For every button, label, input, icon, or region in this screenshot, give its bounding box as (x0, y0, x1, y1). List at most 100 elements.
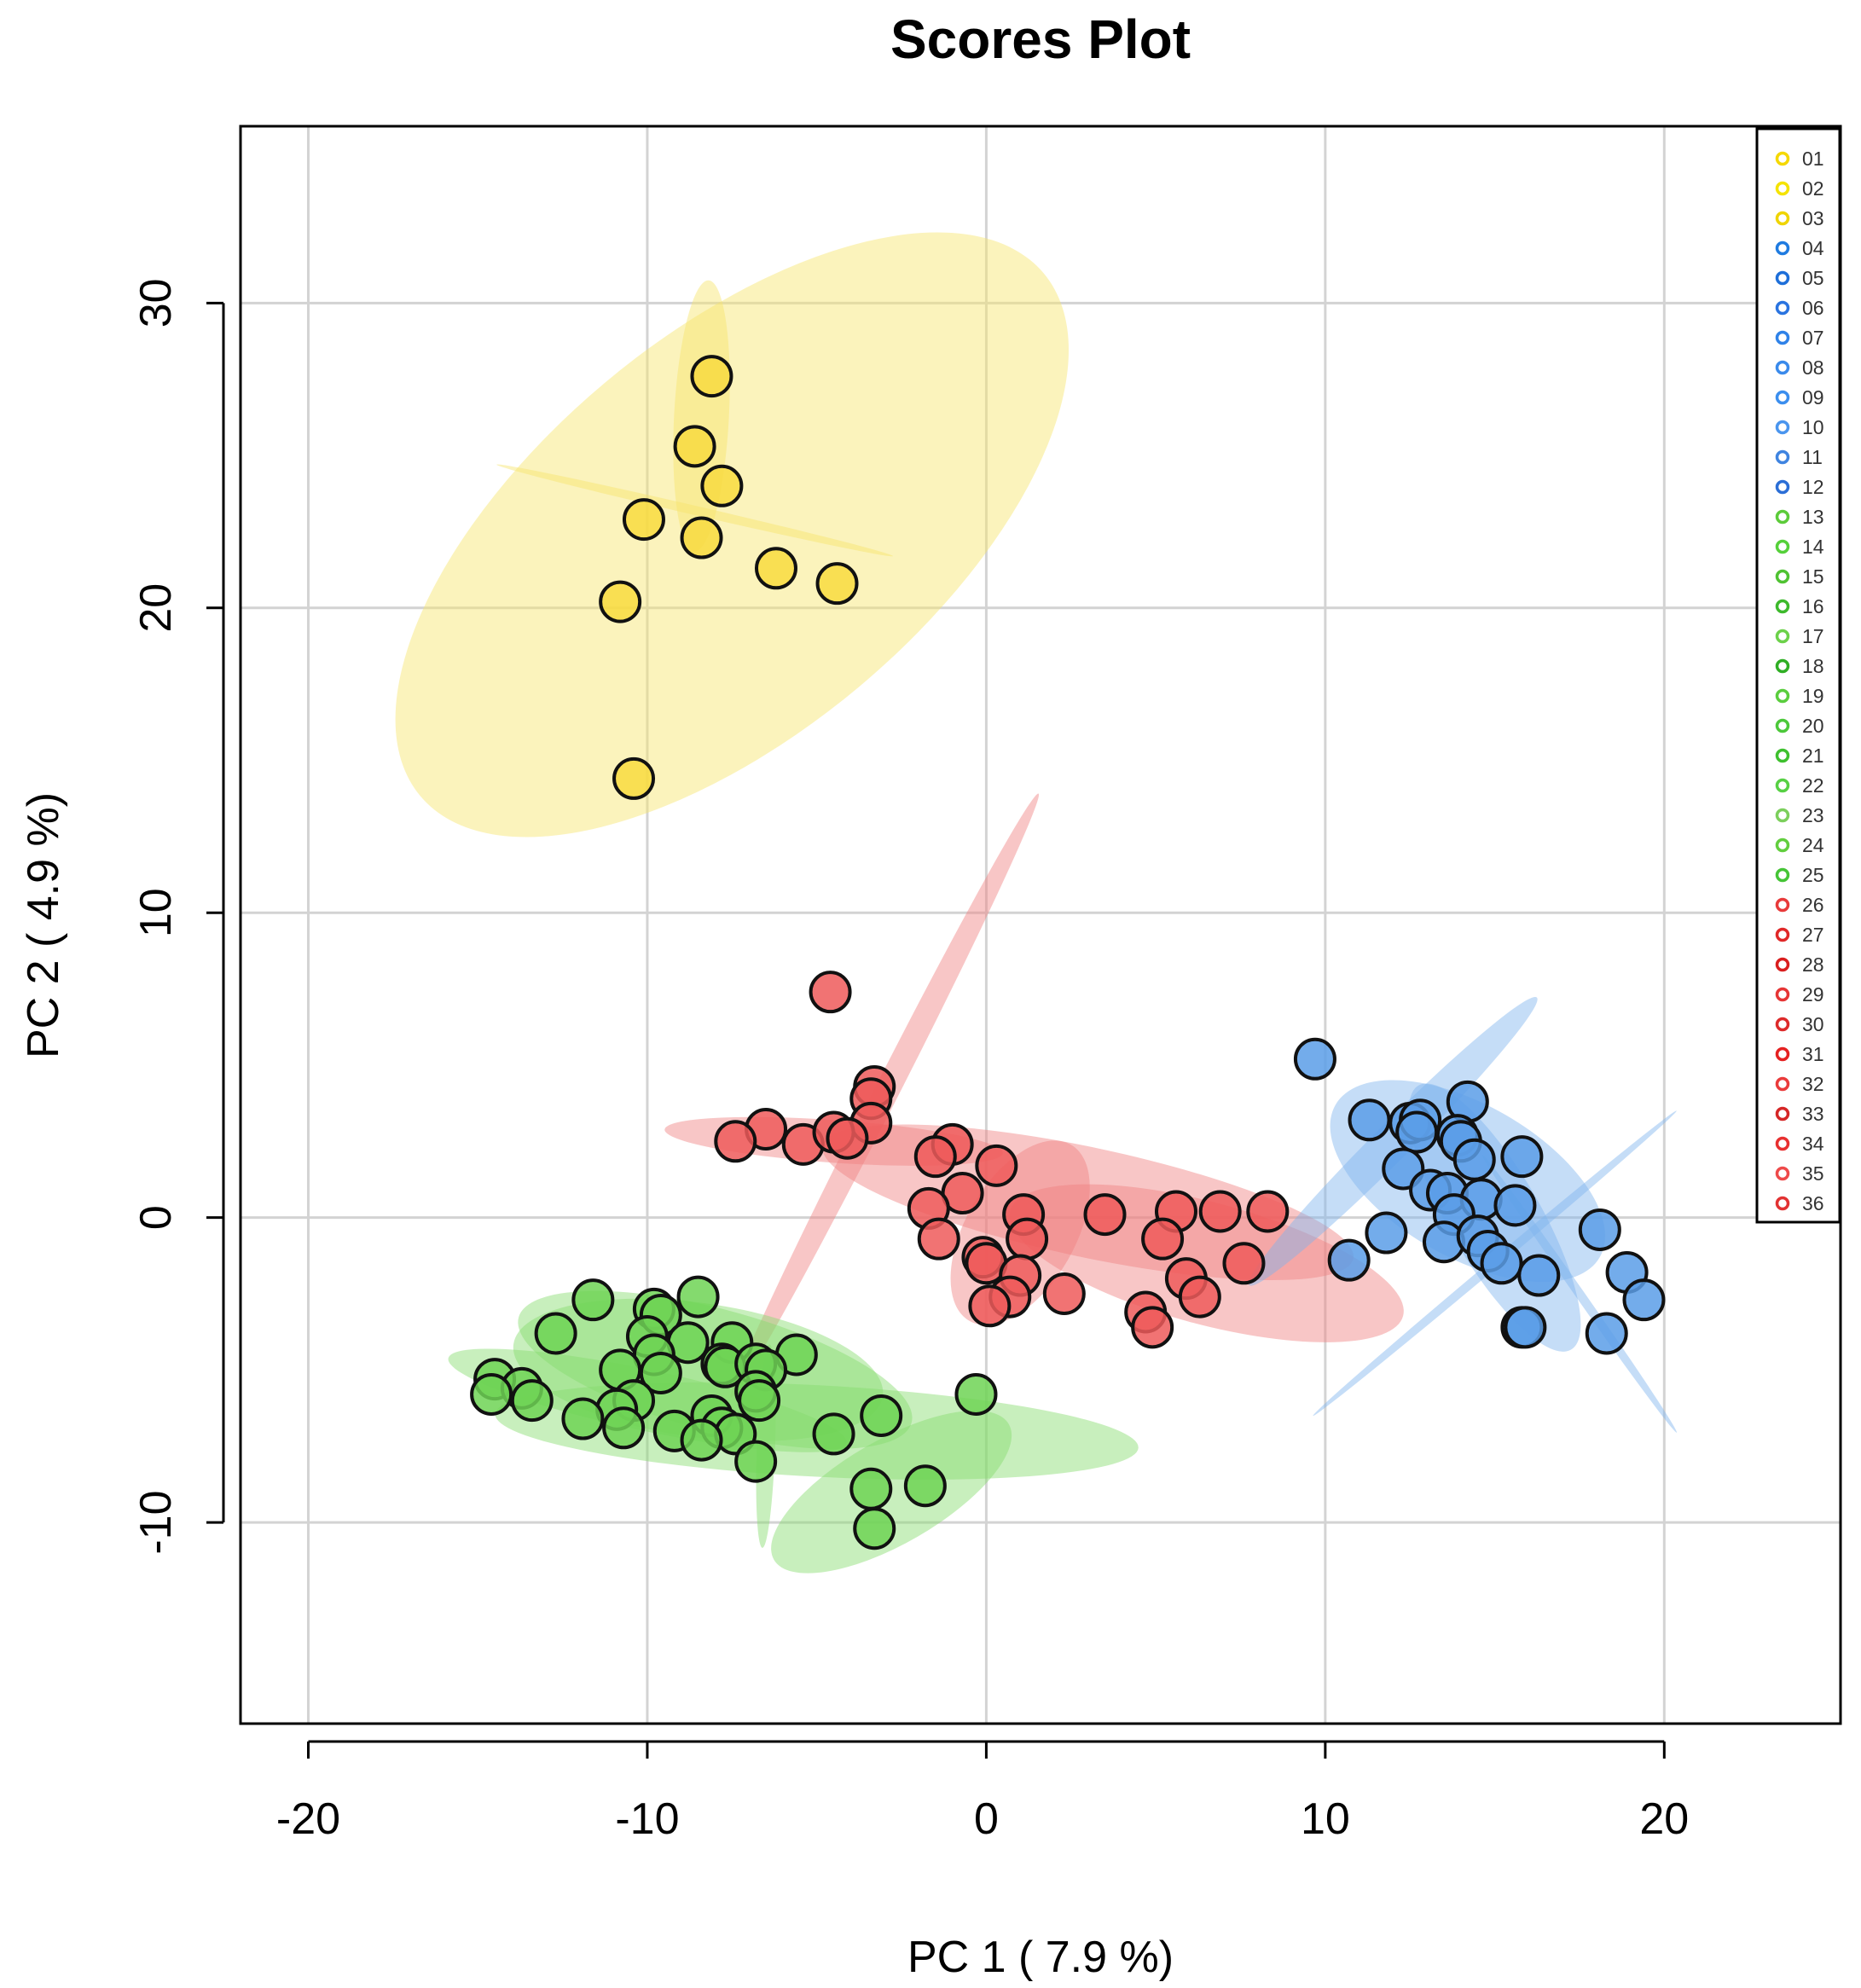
confidence-ellipse-yellow (395, 232, 1070, 838)
data-point-red (1083, 1193, 1127, 1237)
y-tick-label: 10 (131, 888, 181, 937)
legend-marker (1775, 1136, 1790, 1151)
confidence-ellipse-blue (1481, 1155, 1678, 1433)
x-tick-label: 0 (974, 1794, 999, 1844)
legend-label: 14 (1802, 536, 1824, 558)
legend-marker (1775, 420, 1790, 435)
legend-label: 28 (1802, 953, 1824, 976)
legend-marker (1775, 1196, 1790, 1211)
data-point-yellow (700, 464, 744, 507)
data-point-green (680, 1418, 723, 1462)
data-point-blue (1493, 1184, 1537, 1227)
legend-marker (1775, 629, 1790, 644)
data-point-red (1198, 1190, 1242, 1233)
legend-label: 24 (1802, 834, 1824, 856)
x-tick-label: -20 (276, 1794, 340, 1844)
data-point-yellow (673, 425, 716, 468)
data-point-blue (1622, 1278, 1666, 1322)
legend-label: 13 (1802, 506, 1824, 528)
y-tick-label: 20 (131, 583, 181, 633)
data-point-yellow (690, 355, 733, 398)
legend-marker (1775, 1166, 1790, 1181)
data-point-red (975, 1144, 1018, 1187)
legend-marker (1775, 241, 1790, 256)
data-point-green (510, 1379, 554, 1423)
data-point-green (903, 1464, 947, 1508)
data-point-green (860, 1394, 903, 1437)
legend-label: 07 (1802, 327, 1824, 349)
data-point-red (1246, 1190, 1290, 1233)
confidence-ellipse-yellow (496, 464, 893, 557)
data-point-blue (1500, 1135, 1544, 1179)
legend-label: 09 (1802, 386, 1824, 409)
data-point-green (853, 1507, 896, 1550)
data-point-red (968, 1284, 1012, 1328)
legend-marker (1775, 778, 1790, 793)
legend-marker (1775, 1076, 1790, 1092)
legend-marker (1775, 479, 1790, 495)
legend-marker (1775, 808, 1790, 823)
legend-label: 22 (1802, 774, 1824, 797)
data-point-blue (1395, 1110, 1439, 1154)
legend-marker (1775, 1017, 1790, 1032)
y-tick-label: 30 (131, 278, 181, 327)
legend-marker (1775, 957, 1790, 972)
legend-marker (1775, 599, 1790, 614)
legend-marker (1775, 449, 1790, 465)
legend-label: 03 (1802, 207, 1824, 229)
y-axis: -10 0 10 20 30 (131, 278, 225, 1555)
legend-marker (1775, 360, 1790, 375)
x-axis-title: PC 1 ( 7.9 %) (907, 1933, 1174, 1982)
legend-label: 01 (1802, 148, 1824, 170)
data-point-yellow (815, 562, 859, 606)
data-point-red (913, 1135, 957, 1179)
grid-lines (241, 126, 1841, 1724)
data-point-blue (1504, 1306, 1547, 1349)
y-tick-label: 0 (131, 1205, 181, 1230)
legend-label: 27 (1802, 924, 1824, 946)
legend-marker (1775, 151, 1790, 166)
legend-marker (1775, 300, 1790, 316)
x-tick-label: 10 (1301, 1794, 1350, 1844)
legend-label: 05 (1802, 267, 1824, 289)
legend-label: 23 (1802, 804, 1824, 826)
legend-marker (1775, 270, 1790, 286)
legend-label: 31 (1802, 1043, 1824, 1065)
data-point-blue (1365, 1211, 1408, 1255)
legend-label: 34 (1802, 1133, 1824, 1155)
data-point-green (812, 1412, 855, 1456)
chart-title: Scores Plot (890, 9, 1191, 70)
legend-label: 10 (1802, 416, 1824, 438)
data-point-yellow (754, 547, 797, 590)
data-point-red (1141, 1217, 1185, 1261)
data-point-blue (1327, 1238, 1371, 1282)
x-tick-label: 20 (1639, 1794, 1689, 1844)
legend-label: 20 (1802, 715, 1824, 737)
data-point-green (738, 1379, 781, 1423)
data-point-red (1006, 1217, 1049, 1261)
legend-label: 35 (1802, 1162, 1824, 1185)
legend-marker (1775, 539, 1790, 554)
legend-label: 11 (1802, 446, 1823, 468)
legend-marker (1775, 927, 1790, 942)
legend-marker (1775, 390, 1790, 405)
data-points (470, 355, 1666, 1550)
data-point-red (714, 1120, 757, 1163)
legend-label: 18 (1802, 655, 1824, 677)
data-point-red (1222, 1242, 1266, 1285)
data-point-green (571, 1278, 615, 1322)
data-point-green (534, 1312, 577, 1355)
legend-label: 06 (1802, 297, 1824, 319)
legend-label: 08 (1802, 356, 1824, 379)
x-axis: -20 -10 0 10 20 (276, 1740, 1689, 1844)
data-point-red (1042, 1272, 1086, 1316)
legend-label: 25 (1802, 864, 1824, 886)
legend-marker (1775, 509, 1790, 525)
data-point-blue (1585, 1312, 1628, 1355)
confidence-ellipse-blue (1249, 996, 1538, 1286)
legend-marker (1775, 1106, 1790, 1122)
data-point-red (1131, 1306, 1174, 1349)
data-point-blue (1578, 1208, 1621, 1251)
data-point-yellow (612, 756, 656, 800)
